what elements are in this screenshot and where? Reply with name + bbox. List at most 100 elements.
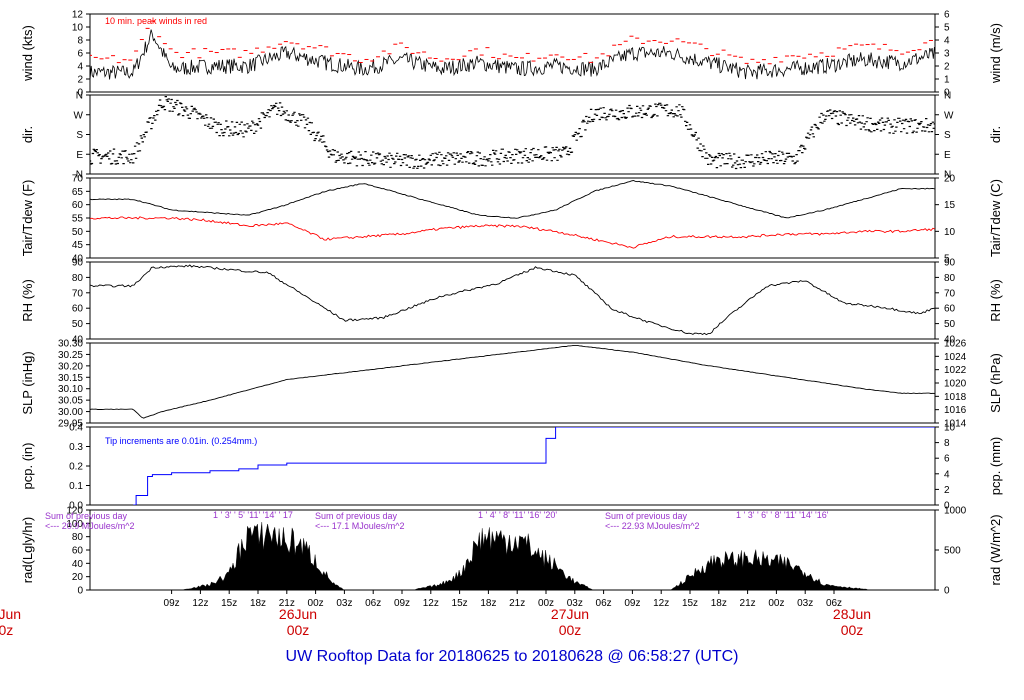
- x-tick-label: 00z: [308, 598, 324, 609]
- y-label-left: rad(Lgly/hr): [20, 517, 35, 583]
- right-tick-label: 0: [944, 88, 950, 99]
- panel-frame: [89, 94, 936, 175]
- right-tick-label: S: [944, 130, 951, 141]
- x-tick-label: 18z: [480, 598, 496, 609]
- left-tick-label: 6: [77, 49, 83, 60]
- panel-plot: [90, 264, 935, 336]
- panel-4: 40 50 60 70 80 90 40 50 60 70 80 90 RH (%) RH (%): [20, 258, 1003, 346]
- date-label-time: 00z: [287, 622, 310, 638]
- right-tick-label: 60: [944, 304, 956, 315]
- left-tick-label: 60: [72, 546, 84, 557]
- left-tick-label: N: [76, 170, 83, 181]
- x-tick-label: 15z: [682, 598, 698, 609]
- left-tick-label: 30.25: [58, 350, 83, 361]
- left-tick-label: 30.15: [58, 373, 83, 384]
- x-tick-label: 18z: [250, 598, 266, 609]
- left-tick-label: 30.10: [58, 384, 83, 395]
- x-tick-label: 15z: [452, 598, 468, 609]
- x-tick-label: 21z: [509, 598, 525, 609]
- day-summary-value: <--- 22.93 MJoules/m^2: [605, 521, 700, 531]
- panel-5: 29.9530.0030.0530.1030.1530.2030.2530.30…: [20, 339, 1003, 430]
- right-tick-label: 1018: [944, 392, 967, 403]
- right-tick-label: 90: [944, 258, 956, 269]
- y-label-right: RH (%): [988, 279, 1003, 322]
- radiation-area: [181, 522, 873, 590]
- left-tick-label: 8: [77, 36, 83, 47]
- right-tick-label: 2: [944, 62, 950, 73]
- day-summary-value: <--- 17.1 MJoules/m^2: [315, 521, 405, 531]
- date-label-time: 00z: [0, 622, 13, 638]
- day-summary-label: Sum of previous day: [45, 511, 128, 521]
- x-tick-label: 09z: [624, 598, 640, 609]
- right-tick-label: 4: [944, 469, 950, 480]
- y-label-left: dir.: [20, 126, 35, 143]
- panel-plot: [133, 427, 935, 505]
- left-tick-label: 10: [72, 23, 84, 34]
- right-tick-label: 1026: [944, 339, 967, 350]
- right-tick-label: 6: [944, 454, 950, 465]
- chart-annotation: 10 min. peak winds in red: [105, 16, 207, 26]
- x-tick-label: 12z: [192, 598, 208, 609]
- x-tick-label: 06z: [596, 598, 612, 609]
- chart-annotation: Tip increments are 0.01in. (0.254mm.): [105, 436, 257, 446]
- left-tick-label: 80: [72, 273, 84, 284]
- y-label-left: RH (%): [20, 279, 35, 322]
- y-label-right: pcp. (mm): [988, 437, 1003, 496]
- left-tick-label: 80: [72, 532, 84, 543]
- x-tick-label: 12z: [423, 598, 439, 609]
- left-tick-label: W: [74, 110, 84, 121]
- right-tick-label: 8: [944, 438, 950, 449]
- panel-frame: [89, 261, 936, 340]
- sun-hour-marks: 1 ' 3' ' 5' '11' '14' ' 17: [213, 510, 293, 520]
- right-tick-label: W: [944, 110, 954, 121]
- right-tick-label: 40: [944, 335, 956, 346]
- left-tick-label: 60: [72, 200, 84, 211]
- right-tick-label: 5: [944, 254, 950, 265]
- panel-3: 40 45 50 55 60 65 70 5 10 15 20 Tair/Tdew (F) Tair/T…: [20, 174, 1003, 265]
- x-tick-label: 03z: [567, 598, 583, 609]
- right-tick-label: 5: [944, 23, 950, 34]
- right-tick-label: 80: [944, 273, 956, 284]
- left-tick-label: 30.05: [58, 396, 83, 407]
- left-tick-label: N: [76, 91, 83, 102]
- left-tick-label: 45: [72, 240, 84, 251]
- y-label-left: SLP (inHg): [20, 351, 35, 414]
- left-tick-label: 65: [72, 187, 84, 198]
- date-label-time: 00z: [559, 622, 582, 638]
- right-tick-label: 1022: [944, 365, 967, 376]
- day-summary-label: Sum of previous day: [605, 511, 688, 521]
- right-tick-label: 20: [944, 174, 956, 185]
- series-line: [90, 264, 935, 336]
- panel-plot: [90, 180, 935, 249]
- y-label-right: dir.: [988, 126, 1003, 143]
- date-label-day: 25Jun: [0, 606, 21, 622]
- left-tick-label: 0: [77, 88, 83, 99]
- date-label-day: 26Jun: [279, 606, 317, 622]
- left-tick-label: 0.0: [69, 501, 83, 512]
- wind-series: [90, 29, 935, 81]
- right-tick-label: 70: [944, 288, 956, 299]
- panel-6: 0.0 0.1 0.2 0.3 0.4 0 2 4 6 8 10 pcp. (in) pcp. (mm)…: [20, 423, 1003, 512]
- right-tick-label: N: [944, 91, 951, 102]
- left-tick-label: 55: [72, 214, 84, 225]
- left-tick-label: 40: [72, 254, 84, 265]
- series-line: [90, 344, 935, 419]
- left-tick-label: 30.00: [58, 407, 83, 418]
- right-tick-label: 6: [944, 10, 950, 21]
- left-tick-label: 50: [72, 227, 84, 238]
- panel-7: 0 20 40 60 80 100 120 0 500 1000 rad(Lgly/hr) rad (…: [20, 506, 1003, 597]
- left-tick-label: 30.30: [58, 339, 83, 350]
- precip-series: [133, 427, 935, 505]
- right-tick-label: 3: [944, 49, 950, 60]
- left-tick-label: 12: [72, 10, 84, 21]
- right-tick-label: 500: [944, 546, 961, 557]
- left-tick-label: 2: [77, 75, 83, 86]
- y-label-left: Tair/Tdew (F): [20, 180, 35, 257]
- panel-plot: [90, 20, 935, 81]
- x-tick-label: 15z: [221, 598, 237, 609]
